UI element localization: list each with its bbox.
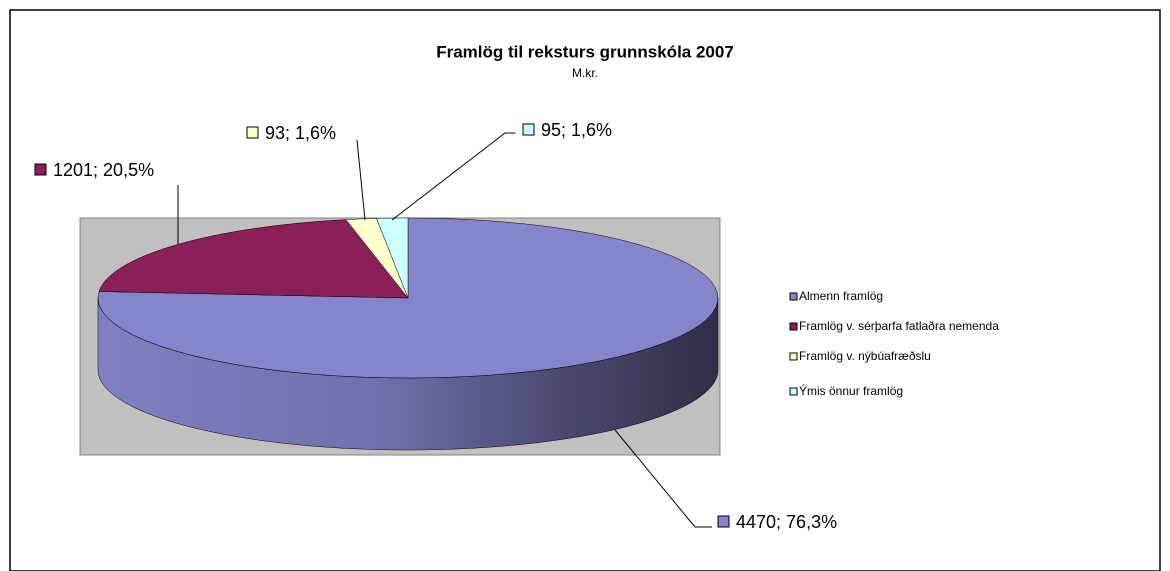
- label-key: [34, 163, 47, 176]
- slice: [98, 219, 409, 299]
- data-label: 1201; 20,5%: [53, 160, 154, 180]
- legend-swatch: [789, 292, 798, 301]
- slice: [97, 217, 719, 379]
- side-shade: [98, 298, 718, 450]
- legend-label: Framlög v. nýbúafræðslu: [799, 349, 931, 363]
- leader-line: [391, 132, 515, 221]
- data-label: 93; 1,6%: [265, 123, 336, 143]
- slice: [376, 217, 409, 299]
- label-key: [522, 123, 535, 136]
- data-label: 95; 1,6%: [541, 120, 612, 140]
- legend-swatch: [789, 322, 798, 331]
- chart-subtitle: M.kr.: [572, 66, 598, 80]
- legend-label: Framlög v. sérþarfa fatlaðra nemenda: [799, 319, 999, 333]
- label-key: [246, 126, 259, 139]
- legend-label: Almenn framlög: [799, 289, 883, 303]
- slice: [345, 218, 409, 299]
- label-key: [717, 515, 730, 528]
- leader-line: [614, 429, 712, 528]
- legend-swatch: [789, 387, 798, 396]
- leader-line: [356, 139, 366, 221]
- chart-title: Framlög til reksturs grunnskóla 2007: [436, 42, 734, 61]
- legend-swatch: [789, 352, 798, 361]
- data-label: 4470; 76,3%: [736, 512, 837, 532]
- legend-label: Ýmis önnur framlög: [799, 383, 903, 398]
